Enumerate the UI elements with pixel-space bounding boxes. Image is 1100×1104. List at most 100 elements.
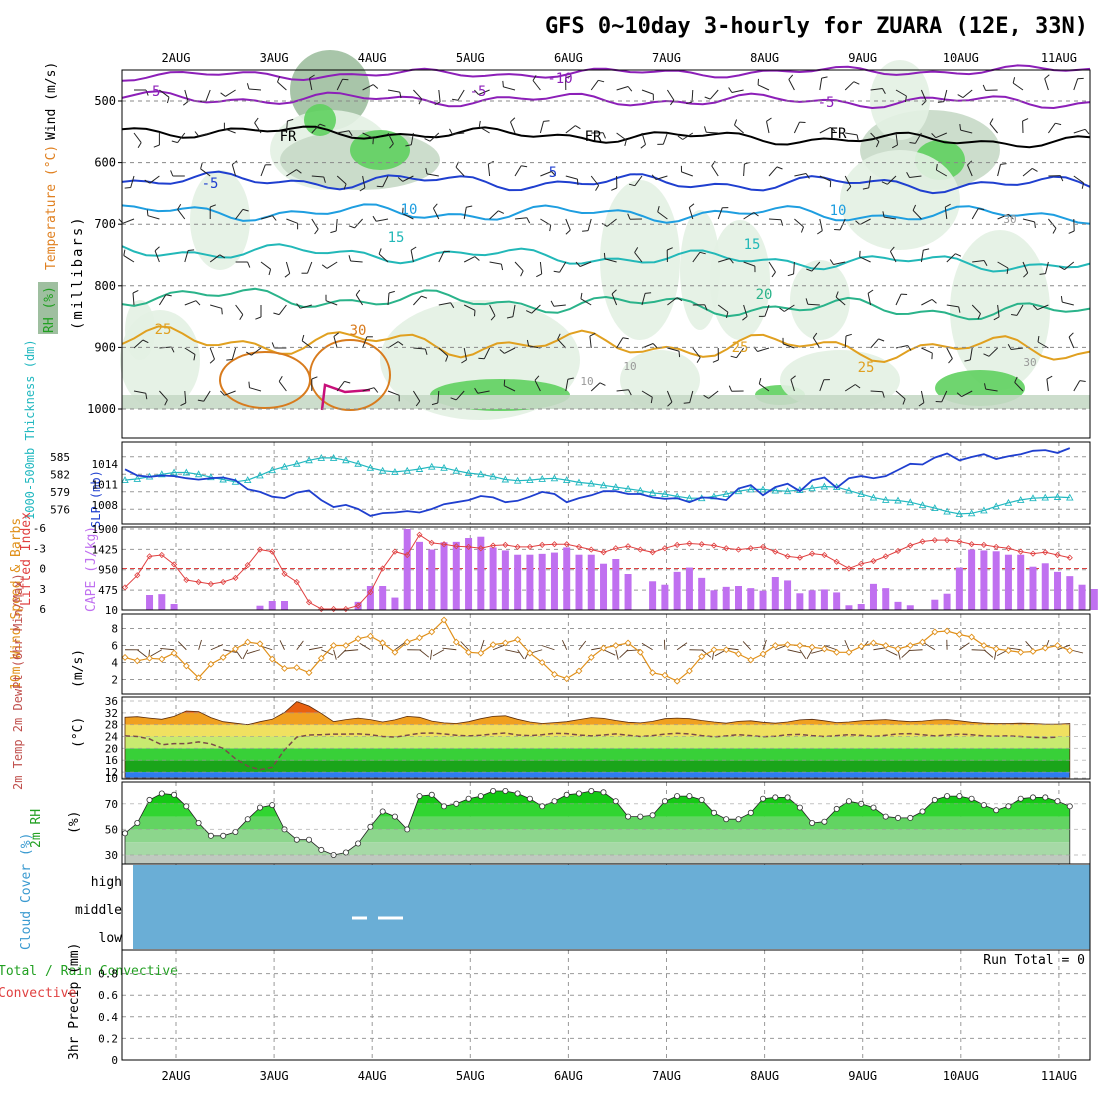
wind10-barb xyxy=(984,650,993,658)
pressure-tick-label: 1000 xyxy=(87,402,116,416)
rh2m-point xyxy=(895,815,900,820)
cape-bar xyxy=(772,577,779,610)
cape-bar xyxy=(710,590,717,610)
date-label-top: 10AUG xyxy=(943,51,979,65)
rh2m-band xyxy=(125,791,1070,804)
cape-bar xyxy=(146,595,153,610)
wind10-barb xyxy=(247,650,260,654)
date-label-top: 8AUG xyxy=(750,51,779,65)
rh2m-point xyxy=(135,820,140,825)
precip-total-label: Total / Rain Convective xyxy=(0,964,178,979)
slp-tick-label: 1011 xyxy=(92,478,119,491)
t2m-band xyxy=(125,760,1070,772)
slp-line xyxy=(125,448,1070,516)
wind10-point xyxy=(944,628,950,634)
t2m-band xyxy=(125,713,1070,725)
rh2m-bands xyxy=(125,778,1070,864)
cape-bar xyxy=(845,605,852,610)
wind10-tick-label: 8 xyxy=(111,623,118,636)
date-label-bottom: 11AUG xyxy=(1041,1069,1077,1083)
precip-tick-label: 0 xyxy=(111,1054,118,1067)
cape-bar xyxy=(1079,585,1086,610)
rh2m-point xyxy=(932,797,937,802)
cape-bar xyxy=(858,604,865,610)
wind-barb xyxy=(125,188,131,189)
rh-contour xyxy=(710,220,770,340)
rh2m-point xyxy=(159,791,164,796)
cape-bar xyxy=(158,594,165,610)
rh2m-point xyxy=(466,796,471,801)
wind-barb xyxy=(147,210,148,216)
wind-barb xyxy=(504,380,505,386)
thickness-tick-label: 585 xyxy=(50,451,70,464)
isotherm-label: 20 xyxy=(756,287,773,303)
rh2m-point xyxy=(527,796,532,801)
wind10-line xyxy=(125,620,1070,681)
wind10-point xyxy=(748,657,754,663)
cape-bar xyxy=(833,592,840,610)
wind-barb xyxy=(444,251,450,252)
cape-bar xyxy=(256,606,263,610)
rh2m-point xyxy=(122,831,127,836)
cape-bar xyxy=(502,550,509,610)
rh2m-point xyxy=(429,792,434,797)
wind10-point xyxy=(907,643,913,649)
wind10-point xyxy=(957,632,963,638)
wind-barb xyxy=(343,79,349,80)
wind10-barb xyxy=(886,650,898,656)
cape-bar xyxy=(956,568,963,610)
rh2m-point xyxy=(1030,795,1035,800)
cape-tick-label: 10 xyxy=(105,604,118,617)
rh2m-band xyxy=(125,842,1070,855)
rh2m-point xyxy=(969,796,974,801)
precip-convective-label: Convective xyxy=(0,986,76,1001)
pressure-tick-label: 700 xyxy=(94,217,116,231)
cape-tick-label: 1425 xyxy=(92,543,119,556)
wind10-point xyxy=(871,640,877,646)
cape-labels: Lifted Index CAPE (J/kg) xyxy=(19,512,99,612)
rh-contour xyxy=(840,150,960,250)
wind10-tick-label: 4 xyxy=(111,657,118,670)
rh2m-point xyxy=(699,797,704,802)
cape-bar xyxy=(735,586,742,610)
cape-bar xyxy=(1066,576,1073,610)
rh2m-tick-label: 50 xyxy=(105,823,118,836)
cape-bar xyxy=(649,581,656,610)
t2m-bands xyxy=(125,689,1070,778)
cape-bar xyxy=(428,550,435,610)
wind-barb xyxy=(503,81,504,87)
isotherm-label: -5 xyxy=(818,95,835,111)
thickness-line xyxy=(125,458,1070,514)
rh2m-point xyxy=(147,797,152,802)
isotherm-label: FR xyxy=(280,129,297,145)
rh2m-point xyxy=(883,814,888,819)
wind10-point xyxy=(245,639,251,645)
rh2m-point xyxy=(908,815,913,820)
cape-bar xyxy=(895,602,902,610)
isotherm-label: 30 xyxy=(1023,356,1036,369)
wind10-barb xyxy=(481,640,484,650)
wind-barb xyxy=(684,403,690,404)
wind10-barb xyxy=(309,647,323,650)
wind10-barb xyxy=(160,648,174,649)
wind10-barb xyxy=(199,640,202,650)
date-label-bottom: 5AUG xyxy=(456,1069,485,1083)
rh2m-point xyxy=(785,795,790,800)
isotherm-label: FR xyxy=(830,126,847,142)
cape-bar xyxy=(907,605,914,610)
date-label-top: 4AUG xyxy=(358,51,387,65)
rh2m-point xyxy=(687,794,692,799)
wind10-point xyxy=(711,647,717,653)
date-label-bottom: 7AUG xyxy=(652,1069,681,1083)
cape-bar xyxy=(760,591,767,610)
cape-bar xyxy=(539,554,546,610)
cape-bar xyxy=(674,572,681,610)
wind10-barb xyxy=(972,650,986,651)
isotherm-label: 15 xyxy=(388,230,405,246)
cape-bar xyxy=(686,568,693,610)
rh2m-point xyxy=(503,788,508,793)
rh2m-point xyxy=(306,837,311,842)
cape-bar xyxy=(514,555,521,610)
rh2m-tick-label: 70 xyxy=(105,798,118,811)
